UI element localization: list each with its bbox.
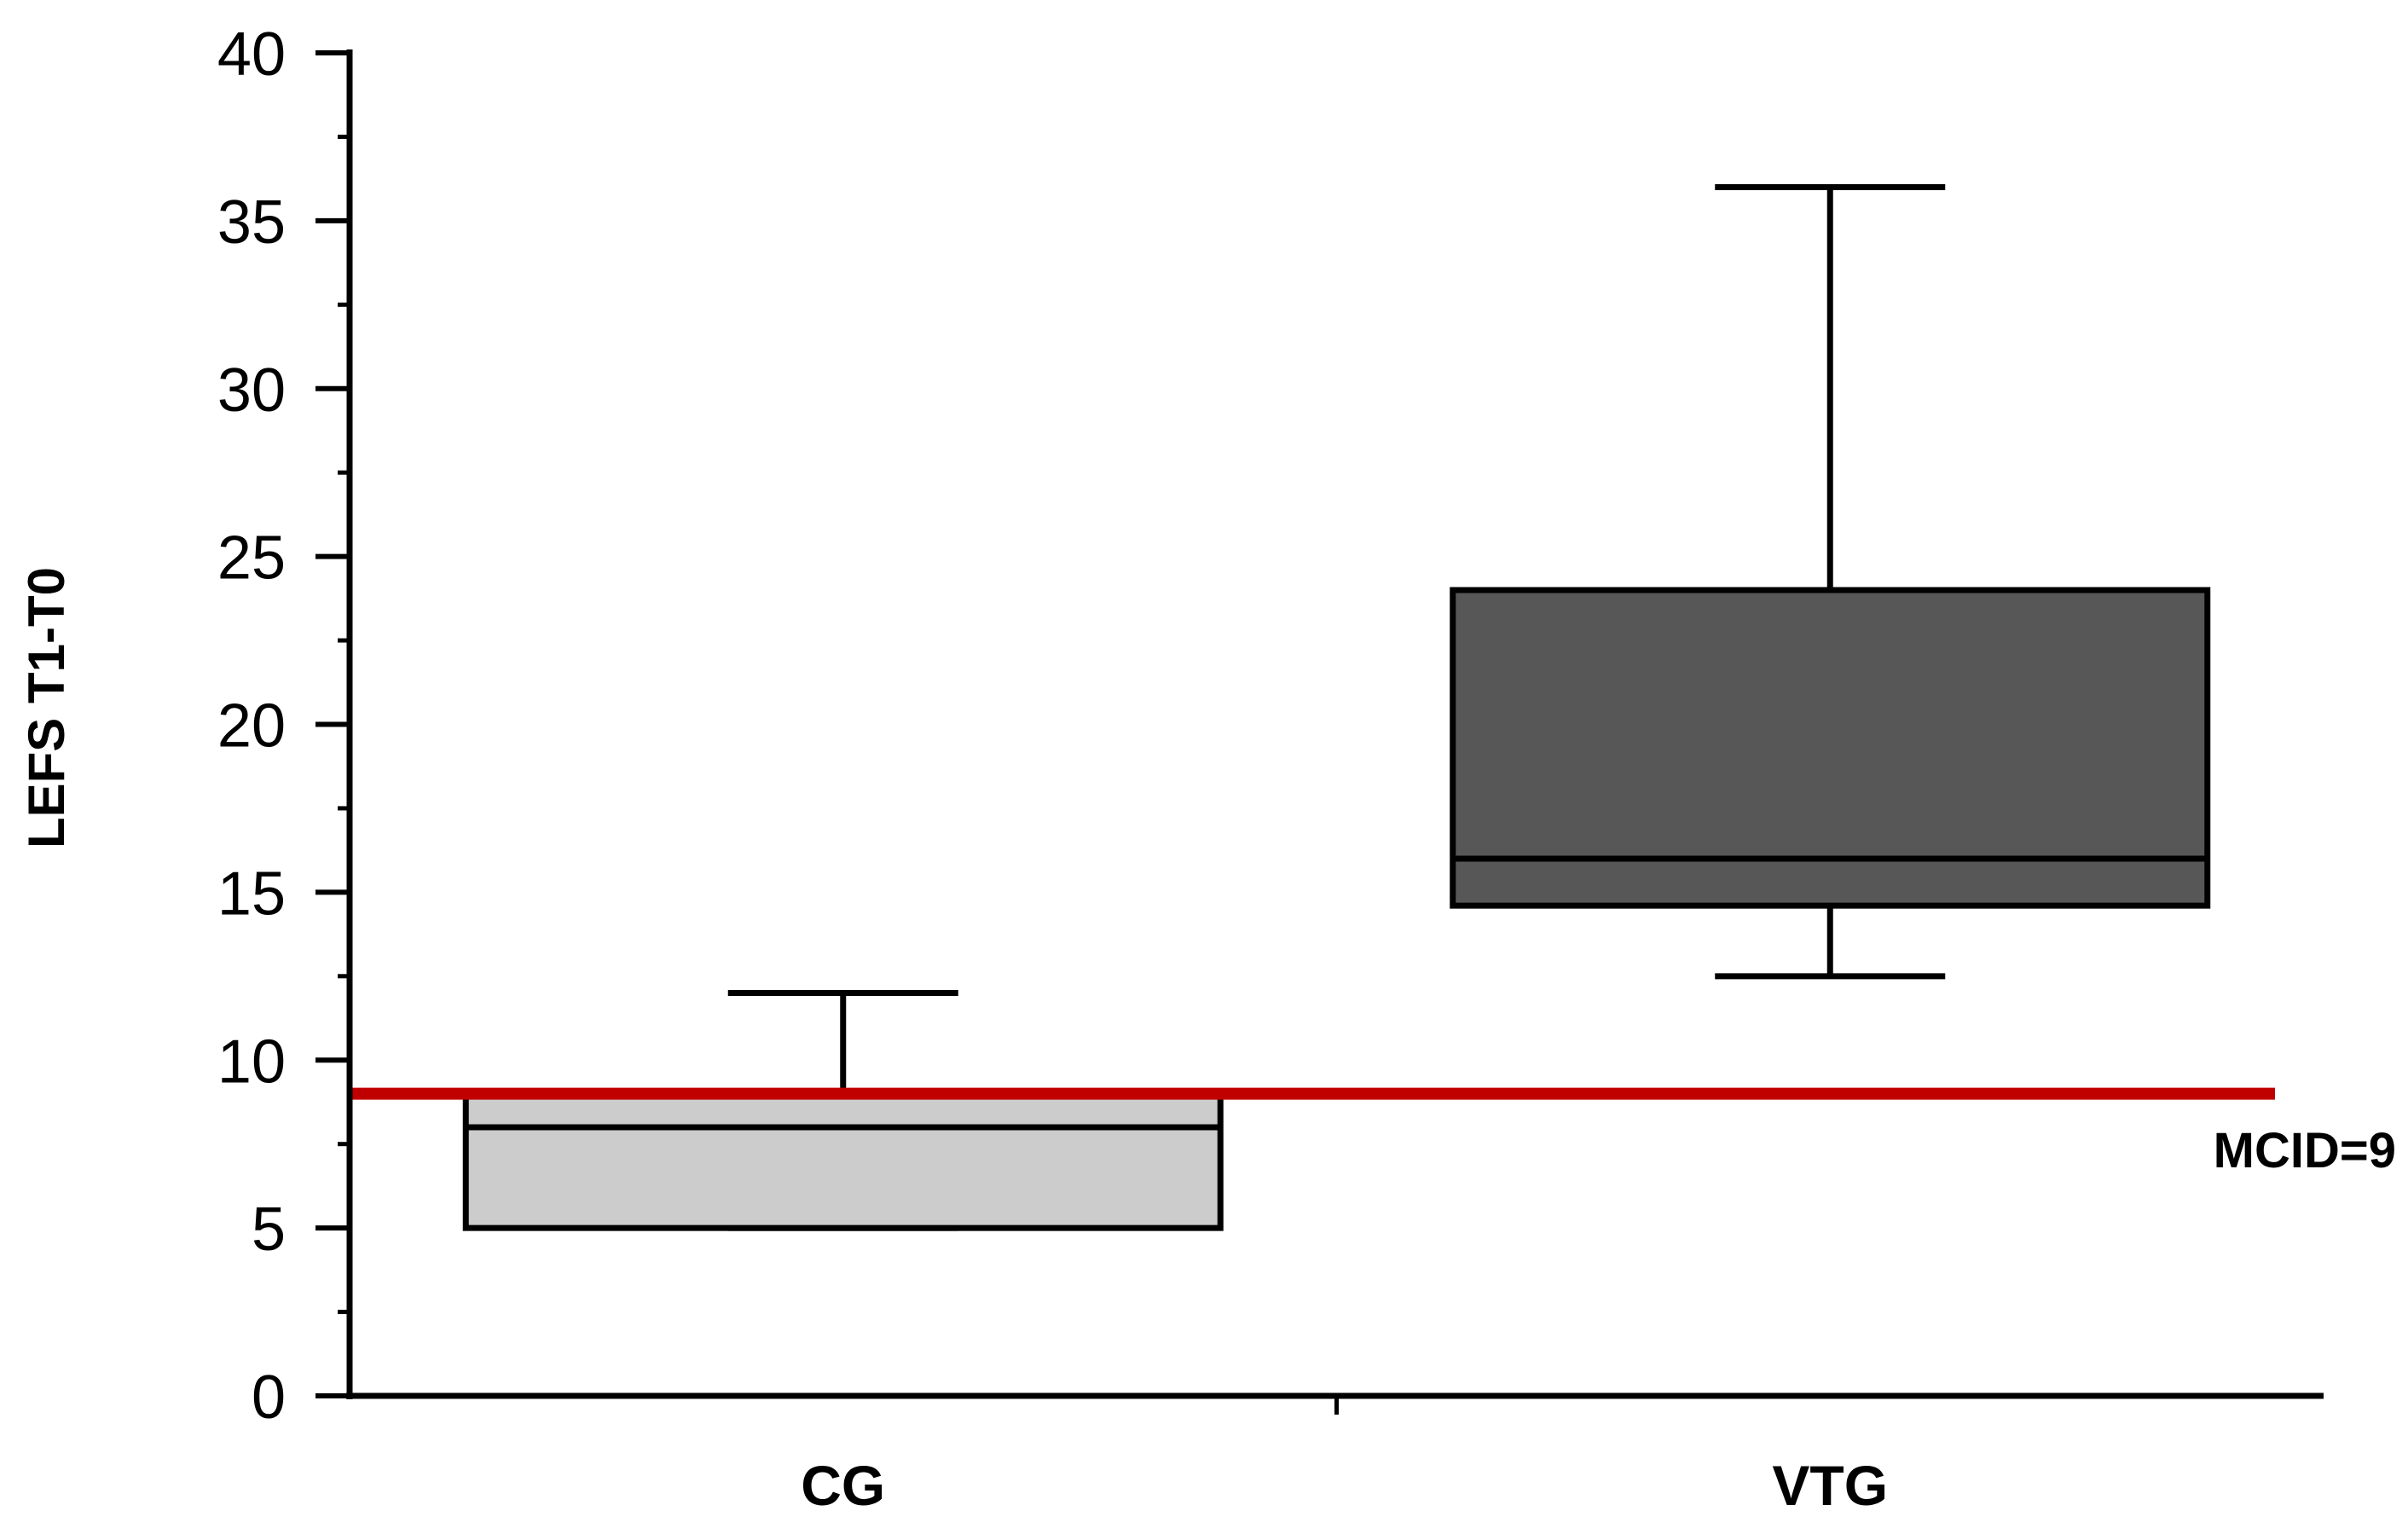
- boxes-layer: [462, 184, 2211, 1231]
- mcid-label: MCID=9: [2214, 1123, 2396, 1178]
- box-cg: [462, 1091, 1224, 1231]
- box-group-cg: [462, 990, 1224, 1231]
- category-label-cg: CG: [801, 1454, 885, 1517]
- y-tick-label-5: 5: [252, 1195, 286, 1264]
- y-tick-label-30: 30: [217, 356, 286, 425]
- box-vtg: [1450, 587, 2211, 909]
- labels-layer: LEFS T1-T0 CG VTG MCID=9 0 5 10 15 20 25 30 35 40: [18, 20, 2396, 1517]
- y-tick-label-35: 35: [217, 188, 286, 257]
- y-tick-label-15: 15: [217, 860, 286, 928]
- y-tick-label-20: 20: [217, 692, 286, 761]
- y-tick-label-40: 40: [217, 20, 286, 89]
- y-tick-label-0: 0: [252, 1363, 286, 1432]
- axes-layer: [315, 49, 2324, 1415]
- box-group-vtg: [1450, 184, 2211, 980]
- y-tick-label-25: 25: [217, 524, 286, 593]
- y-tick-label-10: 10: [217, 1027, 286, 1096]
- y-axis-title: LEFS T1-T0: [18, 567, 75, 848]
- category-label-vtg: VTG: [1772, 1454, 1888, 1517]
